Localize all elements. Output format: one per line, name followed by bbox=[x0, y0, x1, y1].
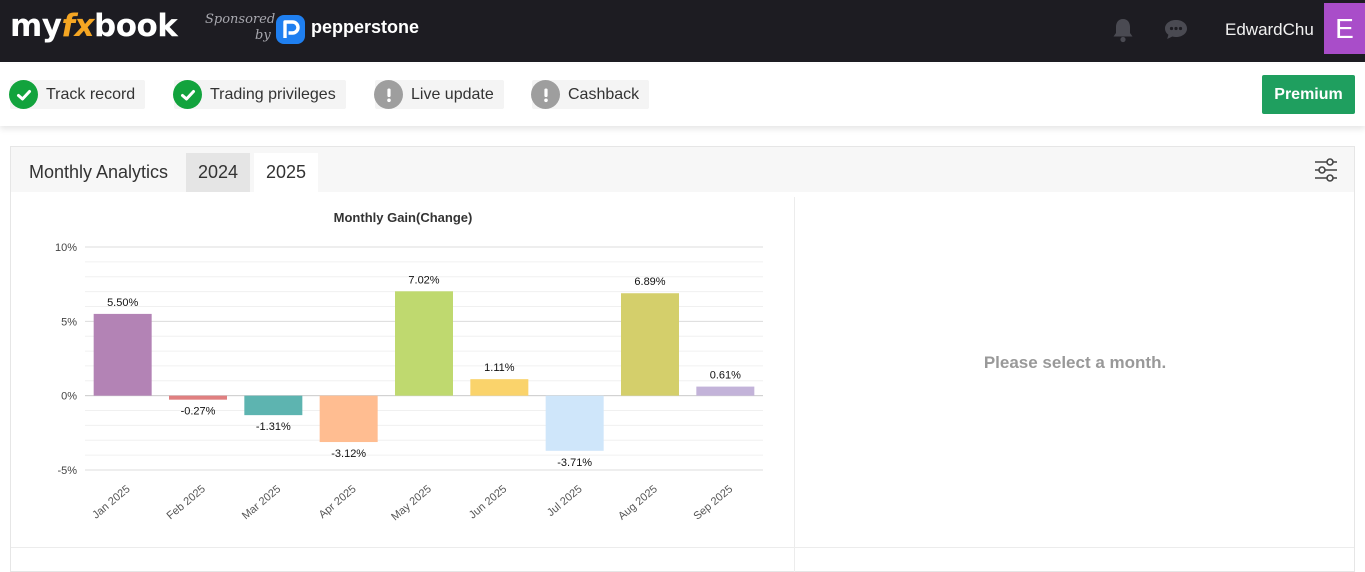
chart-bars bbox=[93, 291, 755, 451]
y-tick-label: -5% bbox=[57, 465, 77, 477]
premium-button[interactable]: Premium bbox=[1262, 75, 1355, 114]
logo-part-book: book bbox=[94, 8, 178, 44]
bar-mar-2025[interactable] bbox=[244, 395, 303, 416]
x-tick-label: Aug 2025 bbox=[616, 483, 660, 522]
logo-part-fx: fx bbox=[61, 8, 95, 44]
bar-jan-2025[interactable] bbox=[93, 313, 152, 396]
chart-y-axis: 10% 5% 0% -5% bbox=[55, 242, 77, 477]
chat-icon[interactable] bbox=[1163, 18, 1189, 47]
logo-part-my: my bbox=[10, 8, 62, 44]
panel-divider-vertical bbox=[794, 197, 795, 572]
bar-apr-2025[interactable] bbox=[319, 395, 378, 443]
bar-value-label: -1.31% bbox=[256, 421, 291, 433]
bell-icon[interactable] bbox=[1111, 17, 1135, 48]
sponsor-name[interactable]: pepperstone bbox=[311, 17, 420, 37]
y-tick-label: 10% bbox=[55, 242, 77, 254]
monthly-gain-chart: Monthly Gain(Change) 10% 5% 0% -5% 5.50% -0.… bbox=[55, 210, 763, 523]
x-tick-label: Sep 2025 bbox=[691, 483, 735, 522]
bar-jul-2025[interactable] bbox=[545, 395, 604, 451]
monthly-analytics-panel: Monthly Analytics 2024 2025 Monthly Gain… bbox=[10, 146, 1355, 572]
pepperstone-logo-icon[interactable] bbox=[276, 15, 305, 44]
bar-value-label: 7.02% bbox=[408, 274, 439, 286]
status-chip-trading-privileges: Trading privileges bbox=[173, 80, 346, 109]
x-tick-label: Apr 2025 bbox=[317, 483, 359, 521]
panel-header: Monthly Analytics 2024 2025 bbox=[11, 147, 1354, 192]
top-navbar: myfxbook Sponsored by pepperstone Edward… bbox=[0, 0, 1365, 62]
sponsor-line-1: Sponsored bbox=[205, 12, 276, 27]
panel-title: Monthly Analytics bbox=[29, 162, 169, 182]
bar-value-label: -0.27% bbox=[181, 406, 216, 418]
bar-feb-2025[interactable] bbox=[169, 395, 227, 400]
bar-value-label: 6.89% bbox=[634, 276, 665, 288]
status-chip-label: Track record bbox=[46, 85, 136, 103]
exclamation-icon bbox=[374, 80, 403, 109]
account-status-bar: Track record Trading privileges Live upd… bbox=[0, 64, 1365, 126]
bar-jun-2025[interactable] bbox=[470, 379, 529, 396]
status-chip-label: Live update bbox=[411, 85, 494, 103]
bar-sep-2025[interactable] bbox=[696, 386, 755, 396]
x-tick-label: Mar 2025 bbox=[240, 483, 283, 522]
chart-value-labels: 5.50% -0.27% -1.31% -3.12% 7.02% 1.11% -3.71% 6… bbox=[107, 274, 741, 469]
panel-divider-horizontal bbox=[11, 547, 1354, 548]
x-tick-label: May 2025 bbox=[389, 483, 434, 523]
x-tick-label: Feb 2025 bbox=[165, 483, 208, 522]
bar-value-label: 1.11% bbox=[484, 362, 515, 374]
status-chip-cashback[interactable]: Cashback bbox=[531, 80, 650, 109]
bar-aug-2025[interactable] bbox=[621, 293, 679, 396]
check-icon bbox=[173, 80, 202, 109]
bar-value-label: 5.50% bbox=[107, 297, 138, 309]
check-icon bbox=[9, 80, 38, 109]
status-chip-label: Trading privileges bbox=[210, 85, 336, 103]
status-chip-track-record: Track record bbox=[9, 80, 146, 109]
month-detail-placeholder: Please select a month. bbox=[983, 353, 1167, 372]
status-chip-label: Cashback bbox=[568, 85, 640, 103]
bar-value-label: -3.12% bbox=[331, 448, 366, 460]
x-tick-label: Jun 2025 bbox=[467, 483, 509, 521]
chart-x-axis: Jan 2025 Feb 2025 Mar 2025 Apr 2025 May 2025… bbox=[90, 483, 735, 523]
sponsor-text: Sponsored by bbox=[205, 12, 275, 44]
bar-value-label: -3.71% bbox=[557, 457, 592, 469]
status-chip-live-update[interactable]: Live update bbox=[374, 80, 504, 109]
exclamation-icon bbox=[531, 80, 560, 109]
bar-value-label: 0.61% bbox=[710, 370, 741, 382]
sponsor-line-2: by bbox=[255, 28, 271, 43]
y-tick-label: 5% bbox=[61, 316, 77, 328]
username[interactable]: EdwardChu bbox=[1225, 20, 1314, 39]
x-tick-label: Jan 2025 bbox=[90, 483, 132, 521]
myfxbook-logo[interactable]: myfxbook bbox=[10, 8, 178, 44]
x-tick-label: Jul 2025 bbox=[545, 483, 585, 519]
avatar[interactable]: E bbox=[1324, 3, 1365, 54]
chart-title: Monthly Gain(Change) bbox=[334, 210, 473, 225]
tab-2025[interactable]: 2025 bbox=[254, 153, 318, 192]
filter-settings-icon[interactable] bbox=[1313, 157, 1339, 188]
y-tick-label: 0% bbox=[61, 391, 77, 403]
bar-may-2025[interactable] bbox=[395, 291, 453, 396]
tab-2024[interactable]: 2024 bbox=[186, 153, 250, 192]
